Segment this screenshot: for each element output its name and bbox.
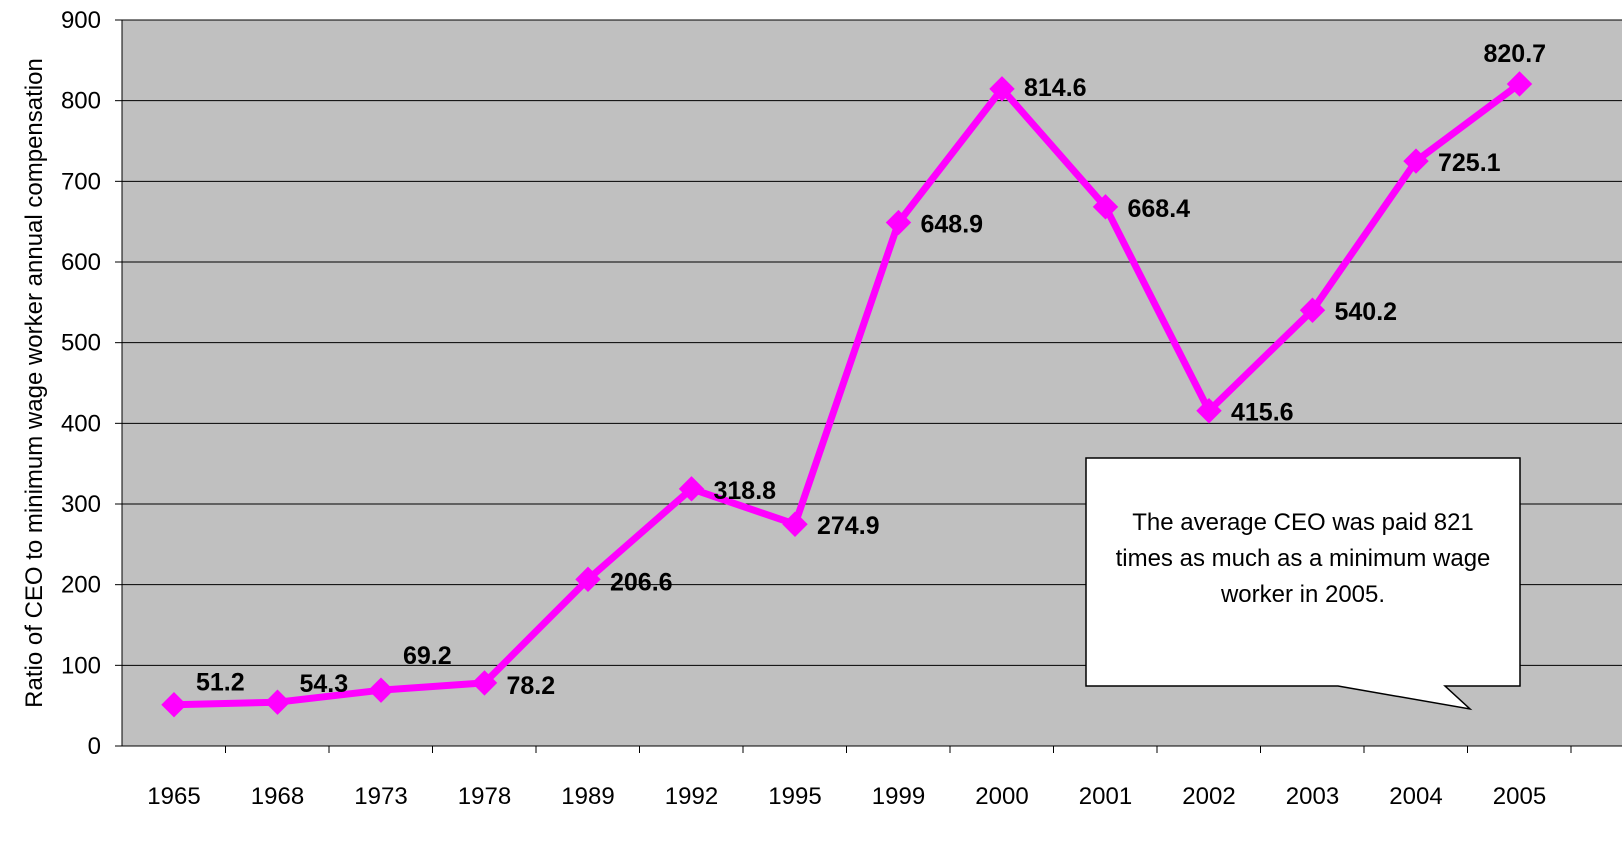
callout-line-2: times as much as a minimum wage — [1116, 545, 1491, 572]
x-tick-label: 2005 — [1493, 783, 1546, 810]
y-tick-label: 700 — [61, 168, 101, 195]
x-tick-label: 1978 — [458, 783, 511, 810]
data-point-marker — [471, 670, 498, 696]
data-label: 725.1 — [1438, 149, 1501, 177]
series-ceo-ratio — [161, 71, 1533, 718]
x-tick-label: 2001 — [1079, 783, 1132, 810]
data-point-marker — [161, 691, 187, 718]
data-label: 318.8 — [714, 477, 777, 505]
data-label: 814.6 — [1024, 74, 1087, 102]
data-label: 415.6 — [1231, 399, 1294, 427]
data-point-marker — [575, 566, 601, 593]
x-tick-label: 1973 — [354, 783, 407, 810]
data-point-marker — [1506, 71, 1533, 97]
annotation-callout: The average CEO was paid 821 times as mu… — [1085, 457, 1521, 711]
y-tick-label: 0 — [88, 733, 101, 760]
data-label: 648.9 — [921, 211, 984, 239]
axes — [121, 20, 1622, 747]
gridlines — [122, 19, 1622, 666]
x-tick-label: 1965 — [147, 783, 200, 810]
data-point-marker — [1196, 398, 1222, 424]
y-tick-labels: 0 100 200 300 400 500 600 700 800 900 — [61, 7, 122, 760]
data-label: 668.4 — [1128, 195, 1191, 223]
data-point-marker — [264, 689, 291, 715]
y-tick-label: 300 — [61, 491, 101, 518]
y-tick-label: 500 — [61, 330, 101, 357]
x-tick-labels: 1965 1968 1973 1978 1989 1992 1995 1999 2000 2001… — [147, 746, 1572, 810]
data-point-marker — [1403, 148, 1429, 174]
data-label: 820.7 — [1484, 40, 1547, 68]
data-label: 274.9 — [817, 512, 880, 540]
data-label: 69.2 — [403, 642, 452, 670]
x-tick-label: 2003 — [1286, 783, 1339, 810]
callout-line-1: The average CEO was paid 821 — [1132, 509, 1474, 536]
data-point-marker — [1299, 297, 1326, 323]
series-line — [170, 80, 1523, 709]
data-label: 51.2 — [196, 669, 245, 697]
y-tick-label: 600 — [61, 249, 101, 276]
x-tick-label: 1995 — [768, 783, 821, 810]
callout-line-3: worker in 2005. — [1220, 581, 1385, 608]
data-point-marker — [885, 209, 912, 236]
callout-box — [1085, 457, 1521, 711]
data-label: 540.2 — [1335, 298, 1398, 326]
x-tick-label: 1992 — [665, 783, 718, 810]
x-tick-label: 2000 — [975, 783, 1028, 810]
x-tick-label: 1999 — [872, 783, 925, 810]
x-tick-label: 2002 — [1182, 783, 1235, 810]
data-point-marker — [1092, 194, 1119, 220]
data-point-marker — [782, 511, 808, 537]
x-tick-label: 1989 — [561, 783, 614, 810]
y-axis-title: Ratio of CEO to minimum wage worker annu… — [21, 58, 48, 708]
x-tick-label: 1968 — [251, 783, 304, 810]
data-point-marker — [678, 476, 705, 502]
data-label: 54.3 — [300, 670, 349, 698]
y-tick-label: 900 — [61, 7, 101, 34]
x-tick-label: 2004 — [1389, 783, 1442, 810]
y-tick-label: 100 — [61, 652, 101, 679]
y-tick-label: 800 — [61, 88, 101, 115]
data-label: 206.6 — [610, 568, 673, 596]
data-point-marker — [989, 76, 1015, 102]
data-labels: 51.2 54.3 69.2 78.2 206.6 318.8 274.9 648.9 814.… — [196, 40, 1546, 700]
data-label: 78.2 — [507, 672, 556, 700]
y-tick-label: 400 — [61, 410, 101, 437]
data-point-marker — [368, 677, 394, 703]
y-tick-label: 200 — [61, 572, 101, 599]
